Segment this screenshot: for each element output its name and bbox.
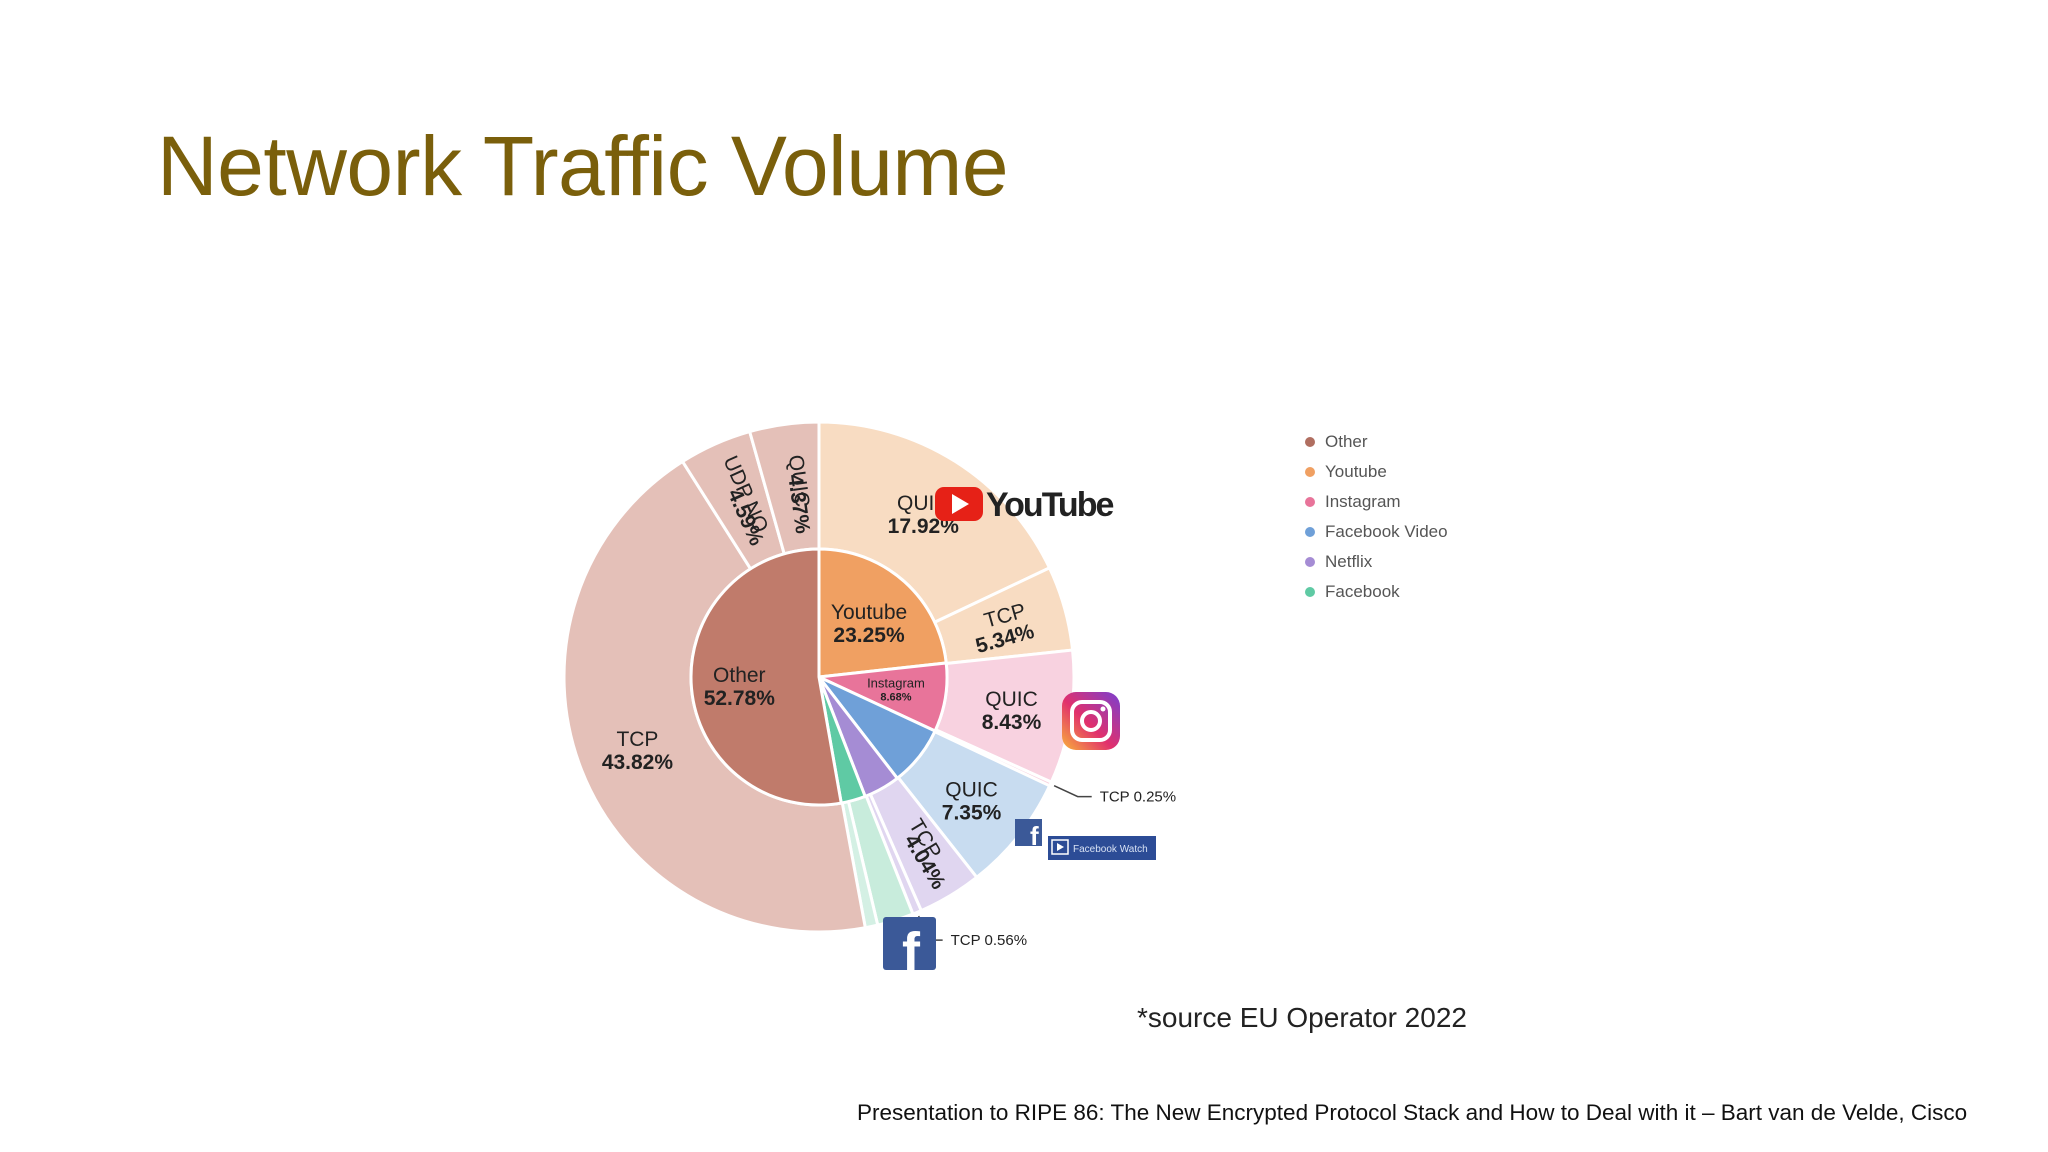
inner-0-label: Youtube <box>831 601 907 624</box>
facebook-logo: f <box>883 917 936 982</box>
callout-line-3 <box>1053 784 1092 798</box>
inner-5-value: 52.78% <box>704 687 776 710</box>
legend-swatch <box>1305 527 1315 537</box>
svg-text:f: f <box>1030 821 1039 851</box>
youtube-logo-text: YouTube <box>986 486 1113 524</box>
legend-item[interactable]: Other <box>1305 427 1448 457</box>
legend-item[interactable]: Facebook <box>1305 577 1448 607</box>
legend-label: Instagram <box>1325 492 1401 511</box>
footer-citation: Presentation to RIPE 86: The New Encrypt… <box>857 1100 1968 1125</box>
slide-title: Network Traffic Volume <box>157 119 1009 213</box>
inner-segment-5 <box>689 547 843 807</box>
legend-item[interactable]: Instagram <box>1305 487 1448 517</box>
facebook-icon <box>1015 819 1042 846</box>
source-note: *source EU Operator 2022 <box>1137 1002 1467 1033</box>
legend-label: Youtube <box>1325 462 1387 481</box>
legend-label: Other <box>1325 432 1368 451</box>
inner-5-label: Other <box>713 664 766 687</box>
inner-1-label: Instagram <box>867 676 925 691</box>
callout-label-6: TCP 0.56% <box>951 932 1027 949</box>
legend-label: Netflix <box>1325 552 1373 571</box>
legend-item[interactable]: Netflix <box>1305 547 1448 577</box>
legend-item[interactable]: Facebook Video <box>1305 517 1448 547</box>
legend-swatch <box>1305 437 1315 447</box>
legend-swatch <box>1305 557 1315 567</box>
facebook-watch-text: Facebook Watch <box>1073 844 1148 855</box>
legend-label: Facebook Video <box>1325 522 1448 541</box>
youtube-logo: YouTube <box>935 486 1115 524</box>
outer-2-label: QUIC <box>985 688 1038 711</box>
outer-9-value: 43.82% <box>602 751 674 774</box>
legend-item[interactable]: Youtube <box>1305 457 1448 487</box>
inner-ring <box>689 547 949 807</box>
callout-label-3: TCP 0.25% <box>1100 789 1176 806</box>
outer-0-value: 17.92% <box>888 515 960 538</box>
outer-4-label: QUIC <box>945 778 998 801</box>
legend-label: Facebook <box>1325 582 1400 601</box>
instagram-icon <box>1062 692 1120 750</box>
legend-swatch <box>1305 587 1315 597</box>
outer-9-label: TCP <box>616 728 658 751</box>
inner-segment-0 <box>817 547 948 679</box>
chart-legend: Other Youtube Instagram Facebook Video Netfl… <box>1305 427 1448 607</box>
facebook-icon <box>883 917 936 970</box>
inner-1-value: 8.68% <box>880 692 911 704</box>
inner-0-value: 23.25% <box>833 624 905 647</box>
legend-swatch <box>1305 497 1315 507</box>
facebook-watch-logo: f Facebook Watch <box>1015 819 1156 860</box>
outer-2-value: 8.43% <box>982 711 1042 734</box>
outer-4-value: 7.35% <box>942 801 1002 824</box>
svg-text:f: f <box>902 922 921 982</box>
legend-swatch <box>1305 467 1315 477</box>
